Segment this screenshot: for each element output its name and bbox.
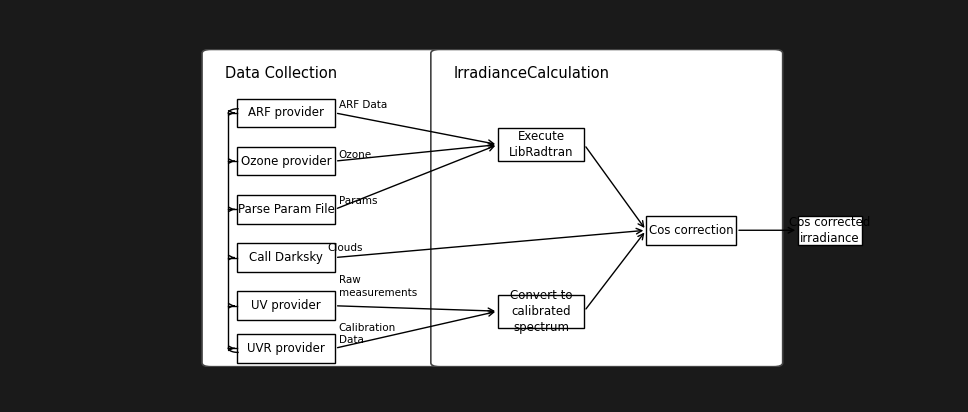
Text: Cos correction: Cos correction bbox=[649, 224, 734, 237]
FancyBboxPatch shape bbox=[237, 195, 335, 224]
Text: Ozone: Ozone bbox=[339, 150, 372, 159]
FancyBboxPatch shape bbox=[498, 128, 585, 161]
Text: Params: Params bbox=[339, 196, 378, 206]
FancyBboxPatch shape bbox=[237, 98, 335, 127]
FancyBboxPatch shape bbox=[237, 147, 335, 176]
FancyBboxPatch shape bbox=[237, 334, 335, 363]
Text: Raw
measurements: Raw measurements bbox=[339, 276, 417, 298]
Text: Convert to
calibrated
spectrum: Convert to calibrated spectrum bbox=[510, 289, 572, 334]
Text: Parse Param File: Parse Param File bbox=[237, 203, 335, 216]
Text: ARF Data: ARF Data bbox=[339, 100, 387, 110]
Text: Data Collection: Data Collection bbox=[225, 66, 337, 81]
FancyBboxPatch shape bbox=[647, 216, 736, 245]
FancyBboxPatch shape bbox=[798, 216, 862, 245]
FancyBboxPatch shape bbox=[202, 49, 509, 367]
FancyBboxPatch shape bbox=[431, 49, 783, 367]
Text: Ozone provider: Ozone provider bbox=[241, 154, 331, 168]
Text: Execute
LibRadtran: Execute LibRadtran bbox=[509, 130, 573, 159]
FancyBboxPatch shape bbox=[237, 243, 335, 272]
Text: Calibration
Data: Calibration Data bbox=[339, 323, 396, 345]
Text: UVR provider: UVR provider bbox=[247, 342, 325, 355]
FancyBboxPatch shape bbox=[498, 295, 585, 328]
Text: Clouds: Clouds bbox=[327, 243, 363, 253]
Text: ARF provider: ARF provider bbox=[248, 106, 324, 119]
Text: UV provider: UV provider bbox=[251, 299, 321, 312]
Text: Cos corrected
irradiance: Cos corrected irradiance bbox=[789, 216, 870, 245]
Text: Call Darksky: Call Darksky bbox=[249, 251, 323, 264]
FancyBboxPatch shape bbox=[237, 292, 335, 320]
Text: IrradianceCalculation: IrradianceCalculation bbox=[453, 66, 609, 81]
